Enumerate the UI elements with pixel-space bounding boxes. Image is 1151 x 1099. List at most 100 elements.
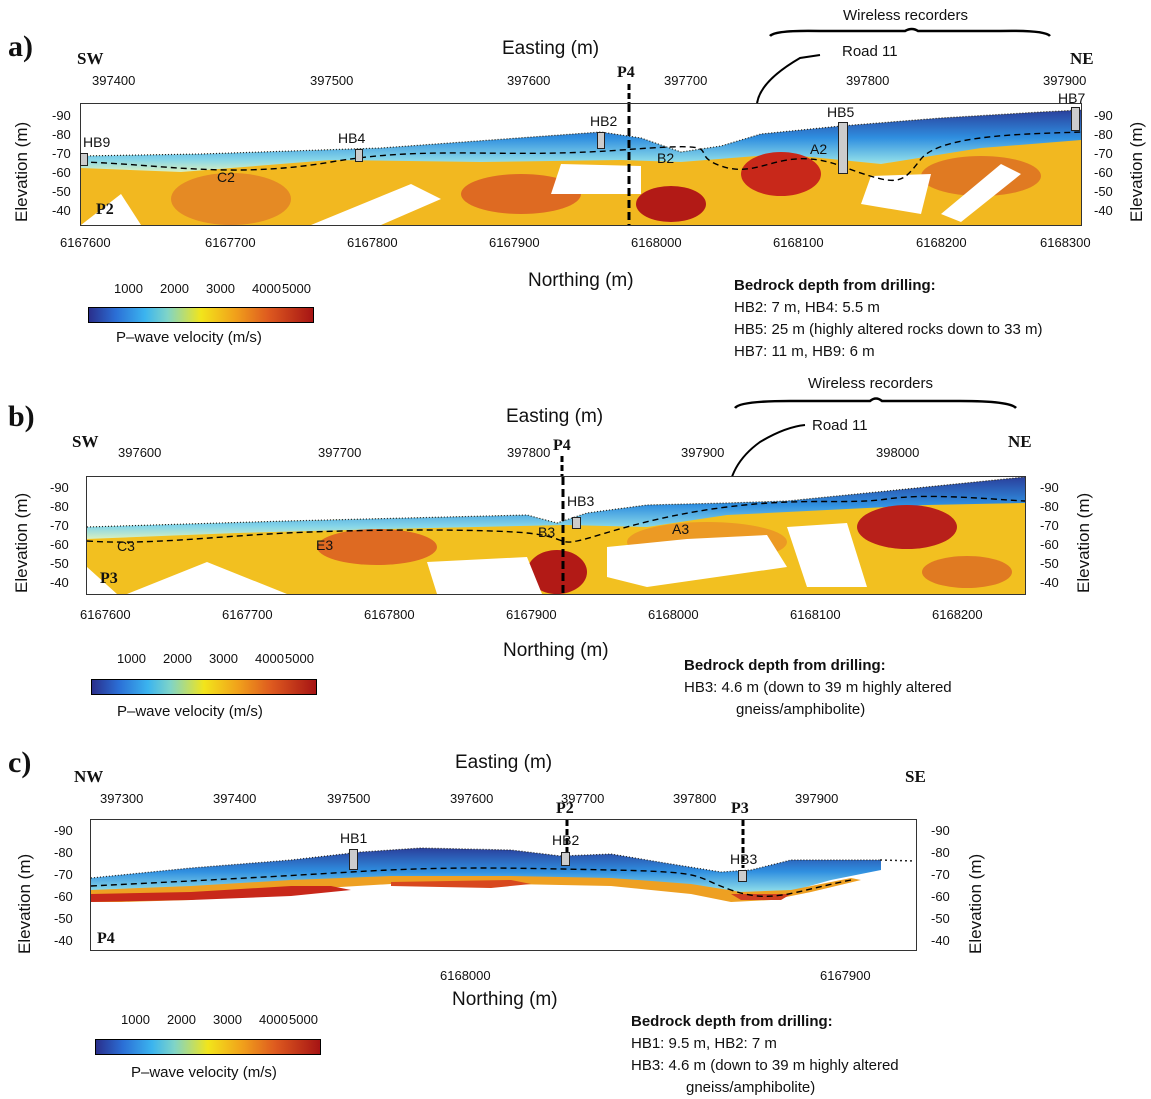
legend-tick: 3000 bbox=[206, 281, 235, 296]
elevation-title-left: Elevation (m) bbox=[15, 853, 34, 954]
legend-title: P–wave velocity (m/s) bbox=[131, 1064, 277, 1081]
cross-profile-label: P3 bbox=[731, 800, 749, 817]
northing-tick: 6168000 bbox=[440, 968, 491, 983]
direction-right: SE bbox=[905, 767, 926, 786]
velocity-image bbox=[90, 820, 881, 902]
direction-left: SW bbox=[77, 49, 104, 68]
easting-tick: 397500 bbox=[310, 73, 354, 88]
direction-right: NE bbox=[1008, 432, 1032, 451]
elev-tick-left: -50 bbox=[52, 184, 71, 199]
easting-tick: 397700 bbox=[664, 73, 708, 88]
panel-label: a) bbox=[8, 30, 33, 63]
legend-tick: 4000 bbox=[255, 651, 284, 666]
direction-left: NW bbox=[74, 767, 104, 786]
cross-profile-label: P4 bbox=[553, 437, 571, 454]
panel-c: c) NW SE Easting (m) 397300 397400 39750… bbox=[0, 740, 1151, 1099]
elev-tick-left: -90 bbox=[52, 108, 71, 123]
drilling-line: HB7: 11 m, HB9: 6 m bbox=[734, 343, 875, 360]
easting-tick: 397800 bbox=[507, 445, 551, 460]
elev-tick-right: -40 bbox=[1094, 203, 1113, 218]
wireless-recorders-label: Wireless recorders bbox=[843, 7, 969, 24]
easting-tick: 397900 bbox=[1043, 73, 1087, 88]
legend-title: P–wave velocity (m/s) bbox=[117, 703, 263, 720]
easting-tick: 397300 bbox=[100, 791, 144, 806]
elev-tick-right: -90 bbox=[1094, 108, 1113, 123]
elevation-title-right: Elevation (m) bbox=[1127, 121, 1146, 222]
velocity-image bbox=[86, 476, 1026, 594]
legend-tick: 5000 bbox=[282, 281, 311, 296]
northing-tick: 6167700 bbox=[222, 607, 273, 622]
northing-title: Northing (m) bbox=[452, 989, 558, 1010]
elev-tick-left: -40 bbox=[50, 575, 69, 590]
drilling-notes: Bedrock depth from drilling: HB2: 7 m, H… bbox=[734, 275, 1042, 363]
easting-tick: 397700 bbox=[561, 791, 605, 806]
elev-tick-right: -80 bbox=[1094, 127, 1113, 142]
easting-tick: 397800 bbox=[673, 791, 717, 806]
easting-tick: 397900 bbox=[795, 791, 839, 806]
northing-tick: 6167600 bbox=[60, 235, 111, 250]
elev-tick-right: -70 bbox=[931, 867, 950, 882]
elev-tick-right: -50 bbox=[1094, 184, 1113, 199]
cross-profile-marker bbox=[627, 84, 631, 103]
drilling-line: gneiss/amphibolite) bbox=[686, 1079, 816, 1096]
easting-tick: 397800 bbox=[846, 73, 890, 88]
easting-tick: 397600 bbox=[507, 73, 551, 88]
legend-tick: 5000 bbox=[285, 651, 314, 666]
northing-tick: 6168100 bbox=[773, 235, 824, 250]
borehole-label: HB3 bbox=[567, 493, 595, 509]
elev-tick-right: -60 bbox=[1040, 537, 1059, 552]
northing-tick: 6167900 bbox=[820, 968, 871, 983]
northing-tick: 6167800 bbox=[364, 607, 415, 622]
northing-tick: 6167900 bbox=[506, 607, 557, 622]
direction-left: SW bbox=[72, 432, 99, 451]
elev-tick-left: -90 bbox=[50, 480, 69, 495]
elev-tick-left: -70 bbox=[54, 867, 73, 882]
elev-tick-right: -70 bbox=[1094, 146, 1113, 161]
zone-label: C2 bbox=[217, 169, 235, 185]
borehole-marker bbox=[572, 517, 581, 529]
elev-tick-right: -40 bbox=[931, 933, 950, 948]
borehole-label: HB2 bbox=[552, 832, 580, 848]
direction-right: NE bbox=[1070, 49, 1094, 68]
northing-title: Northing (m) bbox=[528, 270, 634, 291]
elev-tick-right: -90 bbox=[931, 823, 950, 838]
borehole-marker bbox=[355, 149, 363, 162]
elev-tick-left: -40 bbox=[54, 933, 73, 948]
northing-title: Northing (m) bbox=[503, 640, 609, 661]
zone-label: A3 bbox=[672, 521, 690, 537]
easting-tick: 397600 bbox=[450, 791, 494, 806]
drilling-line: HB5: 25 m (highly altered rocks down to … bbox=[734, 321, 1043, 338]
legend-tick: 2000 bbox=[160, 281, 189, 296]
drilling-line: gneiss/amphibolite) bbox=[736, 701, 866, 718]
panel-label: c) bbox=[8, 746, 32, 779]
panel-label: b) bbox=[8, 400, 35, 433]
cross-profile-marker bbox=[560, 456, 564, 476]
borehole-marker bbox=[738, 870, 747, 882]
legend-colorbar bbox=[88, 307, 314, 323]
legend-title: P–wave velocity (m/s) bbox=[116, 329, 262, 346]
velocity-section bbox=[90, 819, 917, 951]
road-label: Road 11 bbox=[812, 417, 868, 434]
borehole-label: HB4 bbox=[338, 130, 366, 146]
northing-tick: 6168200 bbox=[916, 235, 967, 250]
borehole-label: HB9 bbox=[83, 134, 111, 150]
northing-tick: 6168200 bbox=[932, 607, 983, 622]
velocity-section bbox=[80, 103, 1082, 226]
drilling-title: Bedrock depth from drilling: bbox=[684, 657, 886, 674]
easting-tick: 397400 bbox=[213, 791, 257, 806]
drilling-line: HB3: 4.6 m (down to 39 m highly altered bbox=[631, 1057, 899, 1074]
elev-tick-left: -70 bbox=[50, 518, 69, 533]
legend-colorbar bbox=[91, 679, 317, 695]
elev-tick-right: -50 bbox=[1040, 556, 1059, 571]
elev-tick-right: -50 bbox=[931, 911, 950, 926]
easting-title: Easting (m) bbox=[502, 38, 600, 59]
drilling-line: HB1: 9.5 m, HB2: 7 m bbox=[631, 1035, 777, 1052]
elev-tick-left: -50 bbox=[54, 911, 73, 926]
zone-label: B2 bbox=[657, 150, 675, 166]
elev-tick-right: -70 bbox=[1040, 518, 1059, 533]
northing-tick: 6168000 bbox=[631, 235, 682, 250]
elev-tick-left: -40 bbox=[52, 203, 71, 218]
borehole-label: HB7 bbox=[1058, 90, 1086, 106]
elev-tick-left: -50 bbox=[50, 556, 69, 571]
elev-tick-left: -80 bbox=[54, 845, 73, 860]
